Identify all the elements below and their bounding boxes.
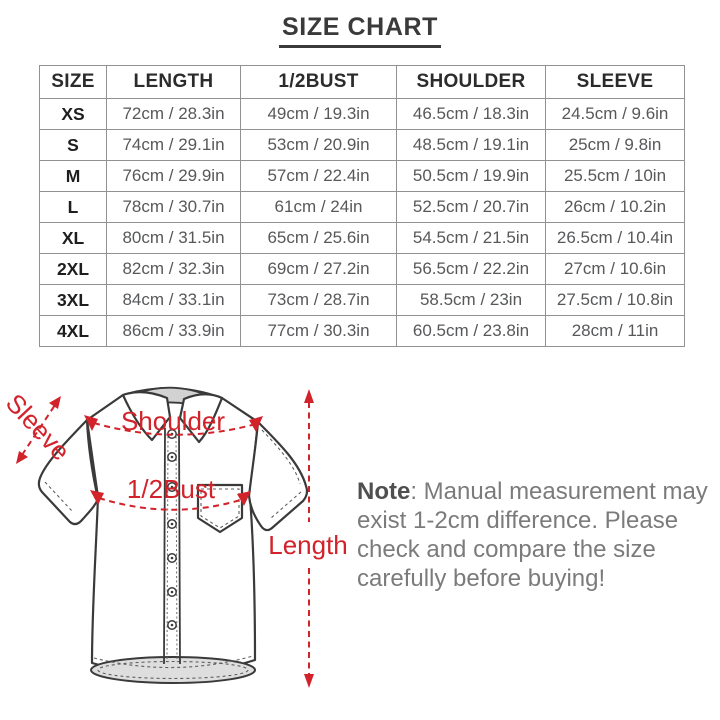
shoulder-label: Shoulder bbox=[121, 406, 225, 436]
length-cell: 72cm / 28.3in bbox=[106, 98, 241, 130]
shoulder-cell: 48.5cm / 19.1in bbox=[396, 129, 546, 161]
length-cell: 78cm / 30.7in bbox=[106, 191, 241, 223]
bust-cell: 77cm / 30.3in bbox=[240, 315, 397, 347]
note-line: exist 1-2cm difference. Please bbox=[357, 507, 679, 534]
sleeve-arrowhead-bottom bbox=[16, 451, 28, 464]
length-cell: 86cm / 33.9in bbox=[106, 315, 241, 347]
right-sleeve-cap-stitch bbox=[261, 429, 301, 485]
left-cuff-stitch bbox=[44, 481, 73, 512]
size-cell: L bbox=[39, 191, 107, 223]
shoulder-arrowhead-right bbox=[249, 416, 263, 432]
shirt-left-sleeve bbox=[37, 418, 100, 526]
column-header-bust: 1/2BUST bbox=[240, 65, 397, 99]
hem-stitch bbox=[93, 655, 254, 669]
sleeve-arrowhead-top bbox=[49, 396, 61, 409]
bust-arrowhead-right bbox=[237, 491, 251, 506]
bust-cell: 61cm / 24in bbox=[240, 191, 397, 223]
column-header-sleeve: SLEEVE bbox=[545, 65, 685, 99]
right-cuff-stitch bbox=[270, 491, 302, 519]
shirt-buttons bbox=[167, 429, 177, 630]
bust-cell: 57cm / 22.4in bbox=[240, 160, 397, 192]
size-cell: 3XL bbox=[39, 284, 107, 316]
table-row: 4XL 86cm / 33.9in 77cm / 30.3in 60.5cm /… bbox=[39, 315, 685, 347]
table-header-row: SIZE LENGTH 1/2BUST SHOULDER SLEEVE bbox=[39, 65, 685, 99]
shoulder-cell: 56.5cm / 22.2in bbox=[396, 253, 546, 285]
size-cell: S bbox=[39, 129, 107, 161]
arrowheads bbox=[16, 389, 314, 688]
shirt-hem bbox=[90, 656, 256, 684]
length-arrowhead-top bbox=[304, 389, 314, 403]
shirt-pocket bbox=[196, 483, 244, 534]
sleeve-cell: 25.5cm / 10in bbox=[545, 160, 685, 192]
bust-cell: 69cm / 27.2in bbox=[240, 253, 397, 285]
shoulder-cell: 50.5cm / 19.9in bbox=[396, 160, 546, 192]
note-line: check and compare the size bbox=[357, 536, 656, 563]
length-label: Length bbox=[268, 530, 348, 560]
size-cell: 2XL bbox=[39, 253, 107, 285]
collar-left bbox=[121, 391, 172, 442]
sleeve-cell: 26.5cm / 10.4in bbox=[545, 222, 685, 254]
shoulder-cell: 58.5cm / 23in bbox=[396, 284, 546, 316]
shirt-placket bbox=[163, 427, 181, 665]
table-row: XS 72cm / 28.3in 49cm / 19.3in 46.5cm / … bbox=[39, 98, 685, 130]
size-cell: M bbox=[39, 160, 107, 192]
hem-stitch-ellipse bbox=[97, 660, 249, 680]
length-cell: 76cm / 29.9in bbox=[106, 160, 241, 192]
sleeve-cell: 24.5cm / 9.6in bbox=[545, 98, 685, 130]
bust-cell: 65cm / 25.6in bbox=[240, 222, 397, 254]
sleeve-cell: 27.5cm / 10.8in bbox=[545, 284, 685, 316]
size-table: SIZE LENGTH 1/2BUST SHOULDER SLEEVE XS 7… bbox=[39, 65, 685, 347]
length-arrowhead-bottom bbox=[304, 674, 314, 688]
sleeve-cell: 25cm / 9.8in bbox=[545, 129, 685, 161]
table-row: L 78cm / 30.7in 61cm / 24in 52.5cm / 20.… bbox=[39, 191, 685, 223]
shoulder-cell: 46.5cm / 18.3in bbox=[396, 98, 546, 130]
note-line: Note: Manual measurement may bbox=[357, 478, 708, 505]
length-cell: 82cm / 32.3in bbox=[106, 253, 241, 285]
page-title: SIZE CHART bbox=[279, 13, 441, 48]
sleeve-cell: 27cm / 10.6in bbox=[545, 253, 685, 285]
column-header-size: SIZE bbox=[39, 65, 107, 99]
pocket-stitch bbox=[200, 488, 240, 529]
note-line: carefully before buying! bbox=[357, 565, 606, 592]
table-row: 3XL 84cm / 33.1in 73cm / 28.7in 58.5cm /… bbox=[39, 284, 685, 316]
bust-cell: 49cm / 19.3in bbox=[240, 98, 397, 130]
shirt-measurement-diagram: Shoulder 1/2Bust Length Sleeve bbox=[0, 386, 348, 688]
sleeve-label: Sleeve bbox=[0, 388, 76, 467]
shirt-right-sleeve bbox=[247, 420, 309, 532]
table-row: M 76cm / 29.9in 57cm / 22.4in 50.5cm / 1… bbox=[39, 160, 685, 192]
bust-label: 1/2Bust bbox=[127, 474, 216, 504]
length-cell: 80cm / 31.5in bbox=[106, 222, 241, 254]
collar-right bbox=[178, 393, 224, 444]
note-text: Note: Manual measurement may exist 1-2cm… bbox=[357, 477, 708, 593]
sleeve-cell: 26cm / 10.2in bbox=[545, 191, 685, 223]
bust-arrow bbox=[98, 497, 245, 511]
table-row: 2XL 82cm / 32.3in 69cm / 27.2in 56.5cm /… bbox=[39, 253, 685, 285]
table-row: S 74cm / 29.1in 53cm / 20.9in 48.5cm / 1… bbox=[39, 129, 685, 161]
size-cell: 4XL bbox=[39, 315, 107, 347]
table-row: XL 80cm / 31.5in 65cm / 25.6in 54.5cm / … bbox=[39, 222, 685, 254]
size-cell: XS bbox=[39, 98, 107, 130]
shoulder-cell: 54.5cm / 21.5in bbox=[396, 222, 546, 254]
bust-cell: 53cm / 20.9in bbox=[240, 129, 397, 161]
bust-cell: 73cm / 28.7in bbox=[240, 284, 397, 316]
shoulder-cell: 60.5cm / 23.8in bbox=[396, 315, 546, 347]
column-header-shoulder: SHOULDER bbox=[396, 65, 546, 99]
length-cell: 74cm / 29.1in bbox=[106, 129, 241, 161]
length-cell: 84cm / 33.1in bbox=[106, 284, 241, 316]
column-header-length: LENGTH bbox=[106, 65, 241, 99]
shoulder-cell: 52.5cm / 20.7in bbox=[396, 191, 546, 223]
bust-arrowhead-left bbox=[90, 490, 104, 505]
note-label: Note bbox=[357, 478, 411, 505]
sleeve-cell: 28cm / 11in bbox=[545, 315, 685, 347]
page-title-wrap: SIZE CHART bbox=[0, 13, 720, 48]
shoulder-arrowhead-left bbox=[84, 415, 98, 431]
size-cell: XL bbox=[39, 222, 107, 254]
